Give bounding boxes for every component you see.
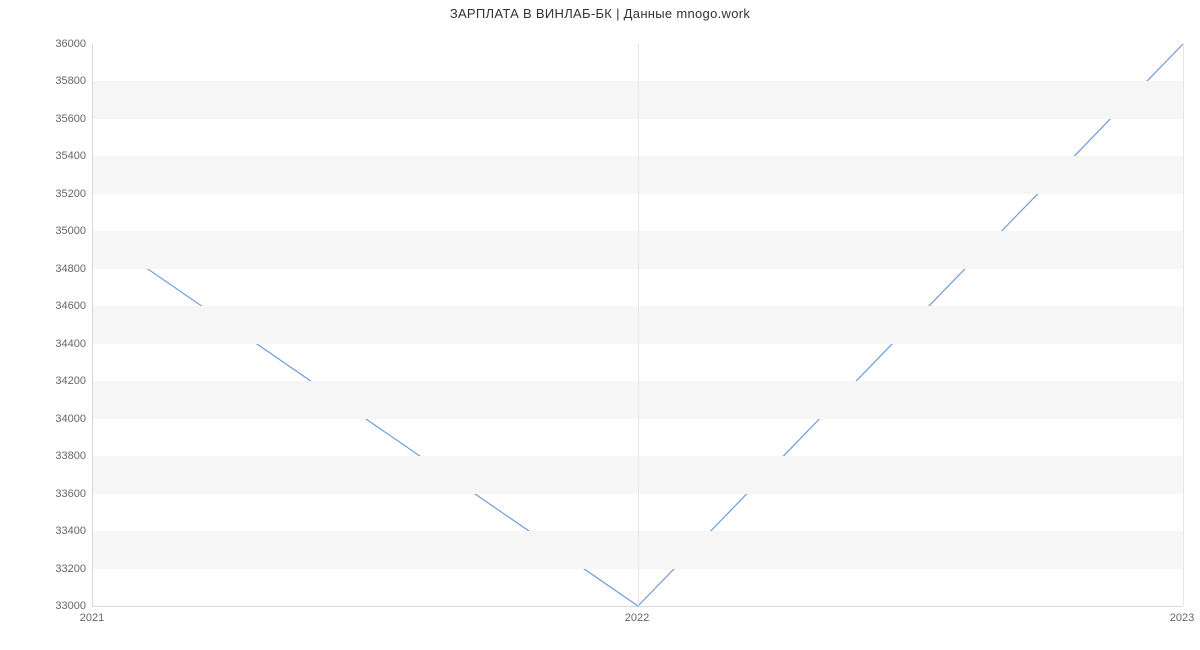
y-tick-label: 34800 [6,263,86,275]
y-tick-label: 34000 [6,413,86,425]
y-tick-label: 35200 [6,188,86,200]
y-tick-label: 34600 [6,300,86,312]
x-tick-label: 2021 [80,612,104,624]
y-tick-label: 35000 [6,225,86,237]
y-tick-label: 33200 [6,563,86,575]
chart-title: ЗАРПЛАТА В ВИНЛАБ-БК | Данные mnogo.work [0,6,1200,21]
salary-chart: ЗАРПЛАТА В ВИНЛАБ-БК | Данные mnogo.work… [0,0,1200,650]
x-tick-label: 2023 [1170,612,1194,624]
y-tick-label: 34400 [6,338,86,350]
vertical-gridline [1183,44,1184,606]
y-tick-label: 33400 [6,525,86,537]
vertical-gridline [638,44,639,606]
x-tick-label: 2022 [625,612,649,624]
y-tick-label: 34200 [6,375,86,387]
y-tick-label: 35600 [6,113,86,125]
y-tick-label: 33600 [6,488,86,500]
y-tick-label: 33800 [6,450,86,462]
y-tick-label: 35800 [6,75,86,87]
y-tick-label: 36000 [6,38,86,50]
y-tick-label: 33000 [6,600,86,612]
plot-area [92,44,1183,607]
y-tick-label: 35400 [6,150,86,162]
